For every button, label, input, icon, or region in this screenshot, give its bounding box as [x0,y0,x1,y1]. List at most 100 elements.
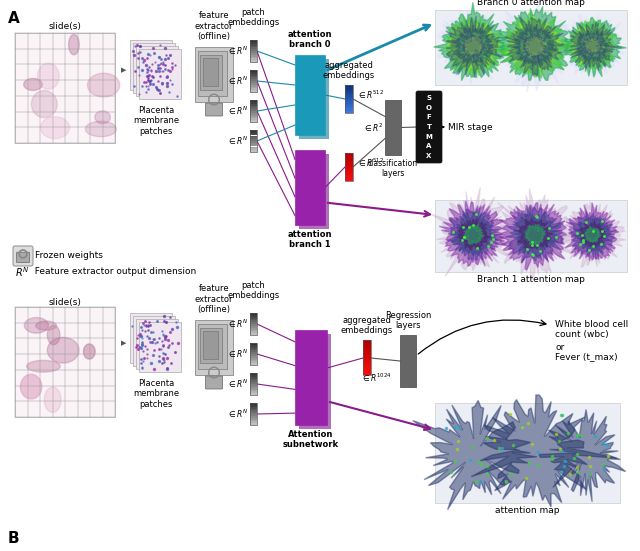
Text: $\in R^N$: $\in R^N$ [227,45,248,57]
Bar [250,40,257,62]
Text: Regression
layers: Regression layers [385,311,431,330]
Bar [250,373,257,375]
Bar [250,141,257,143]
Bar [250,348,257,350]
FancyBboxPatch shape [205,103,223,116]
Bar [250,105,257,107]
Bar [250,347,257,348]
Bar [250,51,257,53]
Bar [250,139,257,141]
Bar [363,340,371,343]
Bar [345,101,353,104]
Bar [250,40,257,42]
Bar [250,130,257,152]
Polygon shape [570,212,617,260]
Bar [250,333,257,335]
Bar [250,386,257,388]
Bar [363,363,371,366]
Bar [345,92,353,94]
Bar [250,150,257,152]
Text: patch
embeddings: patch embeddings [227,280,280,300]
Bar [250,42,257,44]
Bar [345,163,353,165]
Bar [195,47,233,102]
Text: patch
embeddings: patch embeddings [227,8,280,27]
Polygon shape [523,33,547,62]
Bar [250,70,257,72]
Bar [250,382,257,384]
Text: O: O [426,105,432,111]
Text: $\in R^N$: $\in R^N$ [227,408,248,420]
Bar [133,316,175,366]
Polygon shape [458,218,491,250]
Bar [130,40,172,90]
Polygon shape [431,187,514,277]
Text: ▶: ▶ [122,67,127,73]
Polygon shape [495,7,573,82]
Bar [250,320,257,322]
Text: classification
layers: classification layers [368,159,418,179]
Bar [250,47,257,49]
Bar [203,331,218,359]
Polygon shape [493,0,573,92]
Bar [15,33,115,143]
Bar [345,85,353,87]
Bar [250,79,257,81]
Polygon shape [83,344,95,359]
Bar [385,100,401,155]
Polygon shape [525,36,546,57]
Bar [133,43,175,93]
Bar [345,160,353,163]
Bar [250,148,257,150]
Text: Feature extractor output dimension: Feature extractor output dimension [29,267,196,277]
Bar [345,87,353,90]
Text: B: B [8,531,20,546]
Text: $\in R^{512}$: $\in R^{512}$ [357,89,384,101]
Text: aggregated
embeddings: aggregated embeddings [341,316,393,335]
Bar [250,134,257,136]
Bar [250,72,257,74]
Bar [250,405,257,407]
FancyBboxPatch shape [13,246,33,266]
Bar [250,379,257,380]
Bar [250,74,257,75]
Text: $\in R^N$: $\in R^N$ [227,105,248,117]
Bar [345,158,353,160]
Bar [345,109,353,111]
Bar [250,356,257,358]
Bar [130,313,172,363]
Bar [250,352,257,354]
Bar [250,326,257,328]
Bar [250,58,257,60]
Bar [250,380,257,382]
Bar [250,49,257,51]
Bar [345,99,353,101]
Text: M: M [426,134,433,140]
Text: $\in R^{1024}$: $\in R^{1024}$ [361,372,392,384]
Bar [345,165,353,167]
Polygon shape [505,15,564,76]
Polygon shape [511,24,557,69]
Bar [345,94,353,96]
FancyBboxPatch shape [416,91,442,163]
Bar [250,375,257,377]
Bar [250,81,257,83]
Bar [250,416,257,418]
Text: A: A [8,11,20,26]
Text: $\in R^N$: $\in R^N$ [227,378,248,390]
Bar [345,96,353,99]
Bar [250,100,257,122]
Bar [345,106,353,109]
Polygon shape [566,20,618,69]
Bar [363,372,371,375]
Polygon shape [568,22,621,71]
Polygon shape [518,219,552,249]
Bar [345,90,353,92]
Bar [299,154,329,229]
Bar [15,307,115,417]
Polygon shape [458,32,488,61]
Bar [363,343,371,346]
Text: $\in R^N$: $\in R^N$ [227,135,248,147]
Bar [363,346,371,349]
Bar [345,179,353,181]
